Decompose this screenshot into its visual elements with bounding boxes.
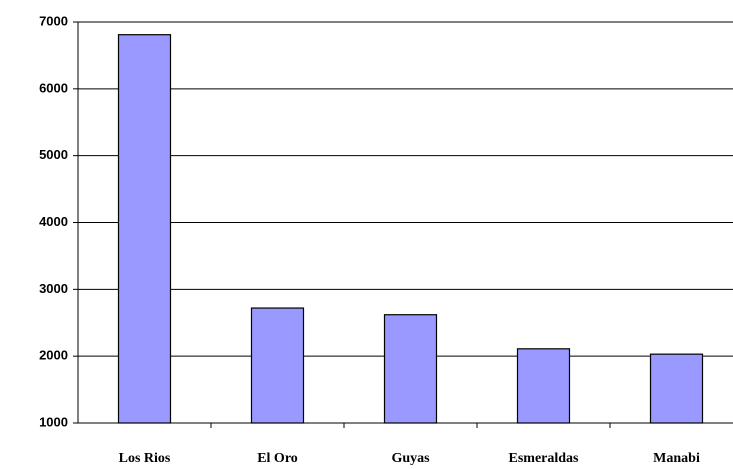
bar [649, 353, 704, 424]
y-tick-label: 7000 [39, 13, 68, 28]
y-tick-label: 4000 [39, 214, 68, 229]
x-tick-label: El Oro [257, 451, 298, 466]
bar [117, 34, 172, 424]
y-tick-label: 3000 [39, 281, 68, 296]
y-tick-label: 6000 [39, 80, 68, 95]
bar [250, 307, 305, 424]
x-tick-label: Los Rios [119, 451, 171, 466]
y-tick-label: 1000 [39, 414, 68, 429]
x-tick-label: Guyas [391, 451, 430, 466]
y-tick-label: 2000 [39, 348, 68, 363]
x-tick-label: Manabi [653, 451, 700, 466]
x-tick-label: Esmeraldas [509, 451, 580, 466]
bar [516, 348, 571, 424]
y-tick-label: 5000 [39, 147, 68, 162]
bar [383, 314, 438, 424]
